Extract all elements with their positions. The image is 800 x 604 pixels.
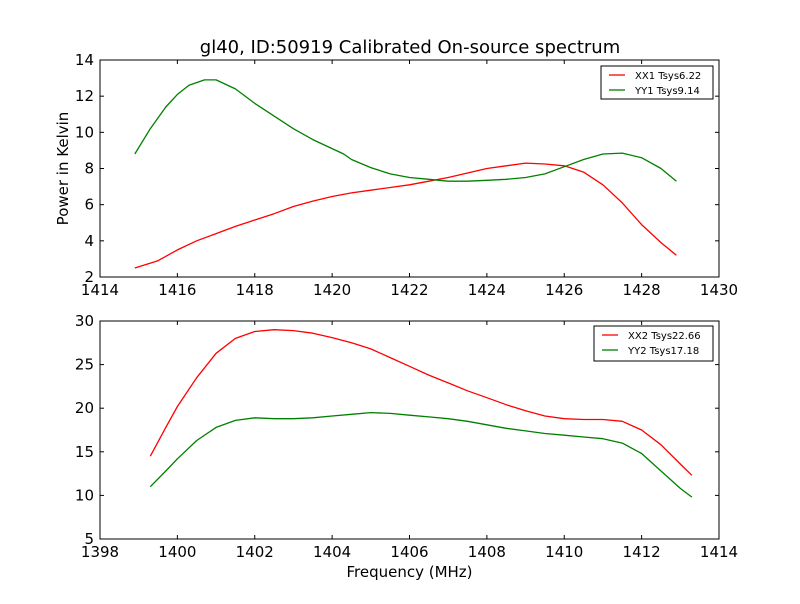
top-panel: 1414 1416 1418 1420 1422 1424 1426 1428 1430 2 4 6 8… (54, 51, 738, 299)
y-tick-label: 20 (75, 399, 94, 417)
series-line-1-2 (134, 79, 677, 182)
x-tick-label: 1418 (236, 281, 274, 299)
x-tick-label: 1424 (468, 281, 506, 299)
x-tick-label: 1414 (700, 543, 738, 561)
x-tick-label: 1414 (81, 281, 119, 299)
x-tick-label: 1430 (700, 281, 738, 299)
series-line-2-1 (149, 329, 693, 476)
y-tick-label: 2 (84, 268, 94, 286)
x-tick-label: 1400 (158, 543, 196, 561)
legend-label: YY2 Tsys17.18 (627, 346, 699, 357)
x-tick-label: 1422 (390, 281, 428, 299)
y-tick-label: 30 (75, 312, 94, 330)
x-tick-label: 1412 (623, 543, 661, 561)
x-tick-label: 1426 (545, 281, 583, 299)
x-tick-label: 1416 (158, 281, 196, 299)
y-tick-label: 12 (75, 87, 94, 105)
figure-title: gl40, ID:50919 Calibrated On-source spec… (200, 37, 620, 58)
y-axis-label: Power in Kelvin (54, 112, 72, 226)
y-tick-label: 8 (84, 160, 94, 178)
legend-label: YY1 Tsys9.14 (634, 86, 700, 97)
y-tick-label: 10 (75, 123, 94, 141)
x-tick-label: 1402 (236, 543, 274, 561)
x-tick-label: 1406 (390, 543, 428, 561)
y-tick-label: 25 (75, 356, 94, 374)
y-tick-label: 15 (75, 443, 94, 461)
x-tick-label: 1428 (623, 281, 661, 299)
series-line-1-1 (134, 162, 677, 269)
x-tick-label: 1408 (468, 543, 506, 561)
x-tick-label: 1410 (545, 543, 583, 561)
legend-label: XX1 Tsys6.22 (635, 71, 701, 82)
legend-label: XX2 Tsys22.66 (628, 331, 701, 342)
y-tick-label: 10 (75, 486, 94, 504)
bottom-panel: 1398 1400 1402 1404 1406 1408 1410 1412 1414 5 10 1… (75, 312, 738, 581)
series-line-2-2 (149, 411, 693, 498)
y-tick-label: 14 (75, 51, 94, 69)
y-tick-label: 4 (84, 232, 94, 250)
legend-box (593, 325, 714, 362)
legend-box (600, 65, 714, 100)
y-tick-label: 6 (84, 196, 94, 214)
x-axis-label: Frequency (MHz) (346, 563, 472, 581)
x-tick-label: 1398 (81, 543, 119, 561)
x-tick-label: 1404 (313, 543, 351, 561)
x-tick-label: 1420 (313, 281, 351, 299)
y-tick-label: 5 (84, 530, 94, 548)
